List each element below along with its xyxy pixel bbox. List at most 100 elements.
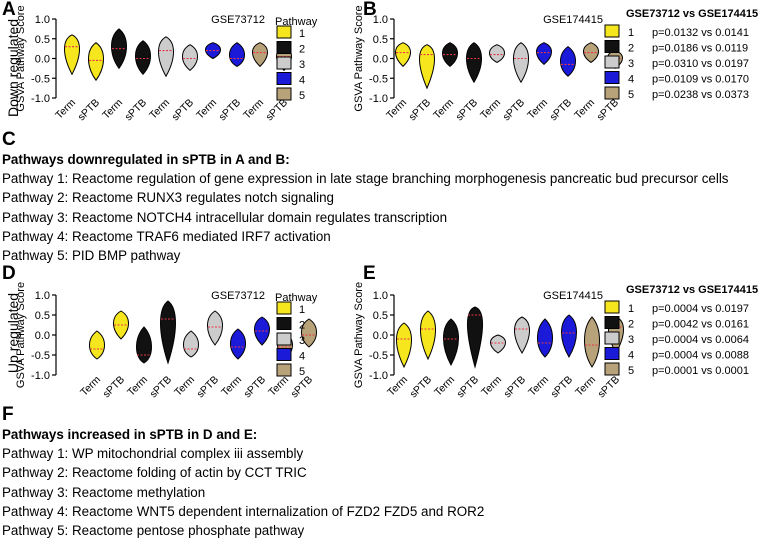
pathway-line-c1: Pathway 1: Reactome regulation of gene e… xyxy=(2,171,729,187)
y-tick-label: -1.0 xyxy=(369,93,388,105)
x-tick-label-term: Term xyxy=(525,96,550,121)
legend-swatch-pathway-4 xyxy=(276,72,292,85)
pathway-line-f1: Pathway 1: WP mitochondrial complex iii … xyxy=(2,446,304,462)
y-tick-label: -0.5 xyxy=(369,350,388,362)
x-tick-label-sptb: sPTB xyxy=(75,97,102,124)
x-tick-label-term: Term xyxy=(432,373,457,398)
y-tick-label: 0.0 xyxy=(373,54,388,66)
x-tick-label-sptb: sPTB xyxy=(407,374,434,401)
violin-pathway-3-term xyxy=(489,44,505,64)
panel-letter-b: B xyxy=(363,0,377,20)
legend-label-pathway-3: 3 xyxy=(299,335,305,347)
x-tick-label-term: Term xyxy=(572,96,597,121)
pvalue-pathway-4: p=0.0004 vs 0.0088 xyxy=(652,350,749,362)
pvalue-pathway-1: p=0.0004 vs 0.0197 xyxy=(652,303,749,315)
legend-label-pathway-5: 5 xyxy=(628,89,634,101)
legend-label-pathway-4: 4 xyxy=(299,351,305,363)
x-tick-label-sptb: sPTB xyxy=(595,374,622,401)
legend-swatch-pathway-1 xyxy=(276,301,292,315)
legend-label-pathway-2: 2 xyxy=(628,319,634,331)
x-tick-label-sptb: sPTB xyxy=(147,374,174,401)
x-tick-label-sptb: sPTB xyxy=(406,97,433,124)
legend-swatch-pathway-3 xyxy=(604,55,620,69)
pathway-description-f: Pathways increased in sPTB in D and E: P… xyxy=(2,425,484,540)
violin-pathway-1-term xyxy=(396,322,412,369)
pathway-line-c2: Pathway 2: Reactome RUNX3 regulates notc… xyxy=(2,190,334,206)
violin-pathway-2-sptb xyxy=(466,42,482,84)
legend-label-pathway-2: 2 xyxy=(299,320,305,332)
y-tick-label: 0.0 xyxy=(373,330,388,342)
legend-swatch-pathway-5 xyxy=(604,362,620,376)
legend-swatch-pathway-4 xyxy=(604,71,620,84)
legend-swatch-pathway-3 xyxy=(604,331,620,345)
x-tick-label-term: Term xyxy=(194,96,219,121)
legend-swatch-pathway-2 xyxy=(276,41,292,54)
y-tick-label: 1.0 xyxy=(373,290,388,302)
legend-label-pathway-2: 2 xyxy=(299,44,305,56)
legend-label-pathway-4: 4 xyxy=(628,74,634,86)
pvalue-pathway-2: p=0.0042 vs 0.0161 xyxy=(652,319,749,331)
x-tick-label-sptb: sPTB xyxy=(122,97,149,124)
violin-pathway-1-term xyxy=(395,42,411,68)
legend-label-pathway-4: 4 xyxy=(299,75,305,87)
legend-swatch-pathway-5 xyxy=(276,363,292,377)
y-tick-label: 0.5 xyxy=(35,34,50,46)
violin-pathway-3-sptb xyxy=(514,316,530,354)
y-tick-label: -0.5 xyxy=(369,73,388,85)
dataset-label: GSE73712 xyxy=(211,290,265,302)
pathway-line-f2: Pathway 2: Reactome folding of actin by … xyxy=(2,465,307,481)
panel-letter-e: E xyxy=(363,263,376,284)
pvalue-pathway-1: p=0.0132 vs 0.0141 xyxy=(652,27,749,39)
pathway-line-f4: Pathway 4: Reactome WNT5 dependent inter… xyxy=(2,503,485,519)
violin-pathway-5-sptb xyxy=(301,318,317,348)
y-tick-label: 0.0 xyxy=(35,54,50,66)
violin-pathway-3-sptb xyxy=(513,42,529,84)
legend-label-pathway-3: 3 xyxy=(628,334,634,346)
x-tick-label-sptb: sPTB xyxy=(169,97,196,124)
violin-pathway-1-term xyxy=(89,330,105,360)
legend-swatch-pathway-5 xyxy=(276,87,292,101)
x-tick-label-sptb: sPTB xyxy=(216,97,243,124)
legend-swatch-pathway-5 xyxy=(604,86,620,100)
violin-pathway-3-term xyxy=(183,330,199,358)
figure-canvas: 1.0 0.5 0.0 -0.5 -1.0 GSVA Pathway Score GSE73… xyxy=(5,5,758,401)
pathway-line-c3: Pathway 3: Reactome NOTCH4 intracellular… xyxy=(2,209,448,225)
legend-title: Pathway xyxy=(275,292,318,304)
y-tick-label: 1.0 xyxy=(35,290,50,302)
x-tick-label-term: Term xyxy=(385,373,410,398)
x-tick-label-sptb: sPTB xyxy=(453,97,480,124)
pathway-list-header-f: Pathways increased in sPTB in D and E: xyxy=(2,427,258,442)
dataset-label: GSE73712 xyxy=(211,14,265,26)
violin-pathway-1-sptb xyxy=(88,42,104,82)
violin-pathway-3-sptb xyxy=(207,310,223,346)
y-tick-label: 1.0 xyxy=(373,14,388,26)
legend-swatch-pathway-1 xyxy=(276,25,292,39)
legend-swatch-pathway-1 xyxy=(604,24,620,38)
violin-pathway-3-term xyxy=(490,334,506,354)
legend-swatch-pathway-4 xyxy=(276,348,292,361)
legend-swatch-pathway-1 xyxy=(604,300,620,314)
violin-pathway-1-sptb xyxy=(420,310,436,361)
y-tick-label: 1.0 xyxy=(35,14,50,26)
y-tick-label: -1.0 xyxy=(31,370,50,382)
y-axis-title: GSVA Pathway Score xyxy=(15,5,27,111)
x-tick-label-term: Term xyxy=(53,96,78,121)
pathway-line-f3: Pathway 3: Reactome methylation xyxy=(2,484,206,500)
dataset-label: GSE174415 xyxy=(543,290,603,302)
y-tick-label: 0.5 xyxy=(373,310,388,322)
legend-swatch-pathway-4 xyxy=(604,347,620,360)
violin-pathway-1-sptb xyxy=(419,44,435,90)
x-tick-label-sptb: sPTB xyxy=(100,374,127,401)
violin-pathway-4-term xyxy=(230,328,246,360)
violin-pathway-5-term xyxy=(584,316,600,368)
legend-swatch-pathway-3 xyxy=(276,332,292,346)
pathway-line-c4: Pathway 4: Reactome TRAF6 mediated IRF7 … xyxy=(2,228,331,244)
legend-label-pathway-1: 1 xyxy=(628,27,634,39)
legend-label-pathway-2: 2 xyxy=(628,43,634,55)
x-tick-label-term: Term xyxy=(100,96,125,121)
violin-pathway-4-sptb xyxy=(229,42,245,67)
x-tick-label-sptb: sPTB xyxy=(501,374,528,401)
legend-label-pathway-5: 5 xyxy=(299,366,305,378)
x-tick-label-sptb: sPTB xyxy=(500,97,527,124)
y-tick-label: -1.0 xyxy=(369,370,388,382)
